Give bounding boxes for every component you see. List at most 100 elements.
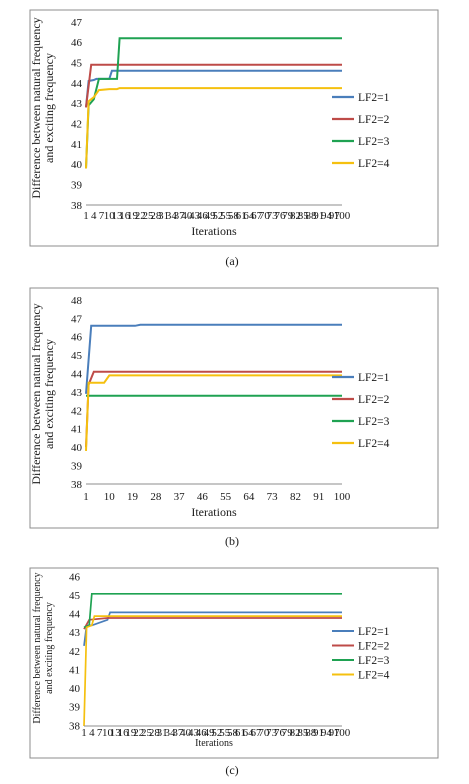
chart-a-xtick-label: 82 <box>290 210 301 222</box>
chart-a-xtick-label: 61 <box>236 210 247 222</box>
chart-c-ylabel-line2: and exciting frequency <box>44 602 55 694</box>
chart-c: Difference between natural frequency and… <box>29 567 439 777</box>
chart-a: Difference between natural frequency and… <box>29 9 439 268</box>
chart-c-ytick-label: 44 <box>69 609 81 621</box>
chart-b-xtick-label: 1 <box>83 491 89 503</box>
chart-c-xtick-label: 46 <box>196 727 208 739</box>
chart-c-xtick-label: 70 <box>258 727 270 739</box>
chart-a-legend-label-2: LF2=2 <box>358 114 390 126</box>
chart-b-ytick-label: 38 <box>71 479 83 491</box>
chart-c-xtick-label: 28 <box>149 727 161 739</box>
chart-b-xtick-label: 73 <box>267 491 279 503</box>
chart-a-series-line-4 <box>85 87 342 169</box>
chart-a-xtick-label: 1 <box>83 210 89 222</box>
chart-a-xtick-label: 67 <box>251 210 263 222</box>
chart-c-xtick-label: 1 <box>81 727 87 739</box>
chart-a-xtick-label: 94 <box>321 210 333 222</box>
chart-a-xtick-label: 7 <box>99 210 105 222</box>
chart-b-legend-label-2: LF2=2 <box>358 394 390 406</box>
chart-b-caption: (b) <box>225 534 239 548</box>
chart-c-xtick-label: 91 <box>313 727 324 739</box>
chart-a-ytick-label: 38 <box>71 200 83 212</box>
chart-c-xtick-label: 10 <box>102 727 114 739</box>
chart-c-xtick-label: 19 <box>125 727 137 739</box>
chart-a-legend-label-3: LF2=3 <box>358 136 390 148</box>
chart-c-ytick-label: 38 <box>69 720 81 732</box>
chart-a-xtick-label: 49 <box>205 210 217 222</box>
chart-b-ytick-label: 41 <box>71 424 82 436</box>
chart-b-ytick-label: 40 <box>71 442 83 454</box>
chart-a-xtick-label: 34 <box>166 210 178 222</box>
chart-a-ylabel-line1: Difference between natural frequency <box>29 17 43 198</box>
chart-c-ytick-label: 46 <box>69 571 81 583</box>
chart-b-xlabel: Iterations <box>191 505 237 519</box>
chart-c-xtick-label: 55 <box>219 727 231 739</box>
chart-b-ytick-label: 42 <box>71 405 82 417</box>
chart-a-legend-label-4: LF2=4 <box>358 158 390 170</box>
chart-b-xtick-label: 100 <box>334 491 351 503</box>
chart-c-xtick-label: 76 <box>274 727 286 739</box>
chart-c-ytick-label: 45 <box>69 590 81 602</box>
chart-b-series-line-4 <box>85 374 342 451</box>
chart-c-legend-label-1: LF2=1 <box>358 626 390 638</box>
chart-c-xtick-label: 31 <box>157 727 168 739</box>
chart-c-xtick-label: 82 <box>290 727 301 739</box>
chart-b-panel: Difference between natural frequency and… <box>0 278 469 550</box>
chart-a-xtick-label: 85 <box>298 210 310 222</box>
chart-b-xtick-label: 10 <box>104 491 116 503</box>
chart-a-xtick-label: 70 <box>259 210 271 222</box>
chart-c-xtick-label: 85 <box>297 727 309 739</box>
chart-b-ylabel-line2: and exciting frequency <box>42 339 56 449</box>
chart-c-series-line-2 <box>83 617 342 630</box>
chart-a-xtick-label: 31 <box>158 210 169 222</box>
chart-c-xtick-label: 49 <box>204 727 216 739</box>
chart-a-xtick-label: 19 <box>127 210 139 222</box>
chart-b-xtick-label: 91 <box>313 491 324 503</box>
chart-a-xtick-label: 40 <box>181 210 193 222</box>
chart-c-xtick-label: 34 <box>165 727 177 739</box>
chart-b-ytick-label: 39 <box>71 460 83 472</box>
chart-a-xtick-label: 55 <box>220 210 232 222</box>
chart-c-legend-label-2: LF2=2 <box>358 641 390 653</box>
chart-a-xtick-label: 13 <box>112 210 124 222</box>
chart-c-xtick-label: 97 <box>329 727 341 739</box>
chart-b-ytick-label: 47 <box>71 313 83 325</box>
chart-a-xtick-label: 16 <box>119 210 131 222</box>
chart-a-xtick-label: 73 <box>267 210 279 222</box>
chart-a-series-line-2 <box>85 63 342 108</box>
chart-c-legend-label-4: LF2=4 <box>358 670 390 682</box>
chart-b-ytick-label: 44 <box>71 368 83 380</box>
chart-a-ytick-label: 42 <box>71 119 82 131</box>
chart-c-xtick-label: 13 <box>110 727 122 739</box>
chart-c-xtick-label: 58 <box>227 727 239 739</box>
chart-b-series-line-1 <box>85 323 342 394</box>
chart-a-xtick-label: 76 <box>274 210 286 222</box>
chart-b-legend-label-1: LF2=1 <box>358 372 390 384</box>
chart-a-xlabel: Iterations <box>191 224 237 238</box>
chart-c-xtick-label: 43 <box>188 727 200 739</box>
chart-c-ytick-label: 43 <box>69 627 81 639</box>
chart-c-panel: Difference between natural frequency and… <box>0 560 469 779</box>
chart-b-legend-label-4: LF2=4 <box>358 438 390 450</box>
chart-a-ytick-label: 41 <box>71 139 82 151</box>
chart-c-ytick-label: 41 <box>69 664 80 676</box>
chart-c-ytick-label: 42 <box>69 646 80 658</box>
chart-c-xtick-label: 64 <box>243 727 255 739</box>
chart-a-xtick-label: 79 <box>282 210 294 222</box>
chart-a-ytick-label: 40 <box>71 159 83 171</box>
chart-c-series-line-4 <box>83 615 342 727</box>
chart-a-xtick-label: 43 <box>189 210 201 222</box>
chart-b-xtick-label: 82 <box>290 491 301 503</box>
chart-c-xlabel: Iterations <box>195 738 233 749</box>
chart-c-caption: (c) <box>225 763 238 777</box>
chart-b-xtick-label: 55 <box>220 491 232 503</box>
chart-a-ytick-label: 44 <box>71 78 83 90</box>
chart-c-xtick-label: 67 <box>251 727 263 739</box>
chart-a-ytick-label: 46 <box>71 37 83 49</box>
chart-a-ytick-label: 43 <box>71 98 83 110</box>
chart-a-ylabel-line2: and exciting frequency <box>42 53 56 163</box>
chart-b-xtick-label: 46 <box>197 491 209 503</box>
chart-c-xtick-label: 22 <box>133 727 144 739</box>
chart-c-xtick-label: 52 <box>211 727 222 739</box>
chart-b-xtick-label: 64 <box>243 491 255 503</box>
